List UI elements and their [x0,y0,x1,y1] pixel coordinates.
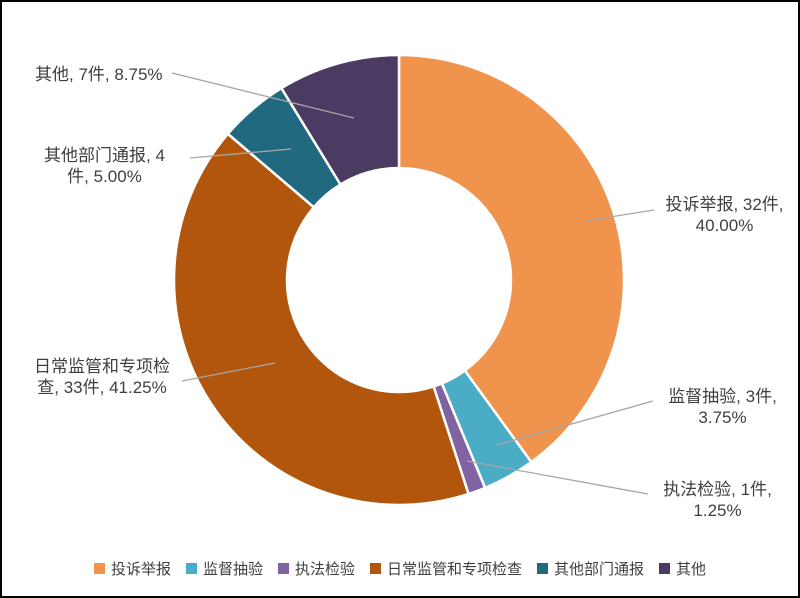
data-label-6: 其他, 7件, 8.75% [35,65,163,84]
leader-line-6 [171,72,355,119]
data-label-4: 日常监管和专项检查, 33件, 41.25% [34,357,170,398]
donut-slice-4 [172,132,470,507]
legend-label: 投诉举报 [110,560,171,578]
legend-swatch-icon [659,562,671,574]
legend-item-5: 其他部门通报 [537,558,644,579]
leader-line-2 [496,400,654,446]
legend-swatch-icon [185,562,197,574]
legend-item-1: 投诉举报 [93,558,171,579]
data-label-3: 执法检验, 1件, 1.25% [663,480,772,521]
legend-swatch-icon [93,562,105,574]
legend-item-4: 日常监管和专项检查 [370,558,522,579]
legend: 投诉举报 监督抽验 执法检验 日常监管和专项检查 其他部门通报 其他 [2,552,798,584]
legend-item-6: 其他 [659,558,706,579]
legend-swatch-icon [370,562,381,574]
leader-line-1 [584,209,655,222]
legend-item-2: 监督抽验 [185,558,263,579]
data-label-2: 监督抽验, 3件, 3.75% [668,387,777,428]
legend-swatch-icon [277,562,289,574]
leader-line-3 [466,460,649,495]
leader-line-4 [181,362,276,382]
legend-item-3: 执法检验 [277,558,355,579]
leader-lines [171,72,655,495]
legend-label: 其他部门通报 [554,560,645,578]
legend-label: 执法检验 [294,560,355,578]
donut-slices [172,53,626,507]
donut-slice-6 [280,53,401,186]
donut-slice-1 [397,53,626,464]
legend-swatch-icon [537,562,549,574]
legend-label: 其他 [676,560,707,578]
data-label-1: 投诉举报, 32件, 40.00% [665,195,784,236]
legend-label: 监督抽验 [202,560,263,578]
legend-label: 日常监管和专项检查 [387,560,523,578]
data-label-5: 其他部门通报, 4件, 5.00% [44,146,165,187]
leader-line-5 [189,148,292,159]
